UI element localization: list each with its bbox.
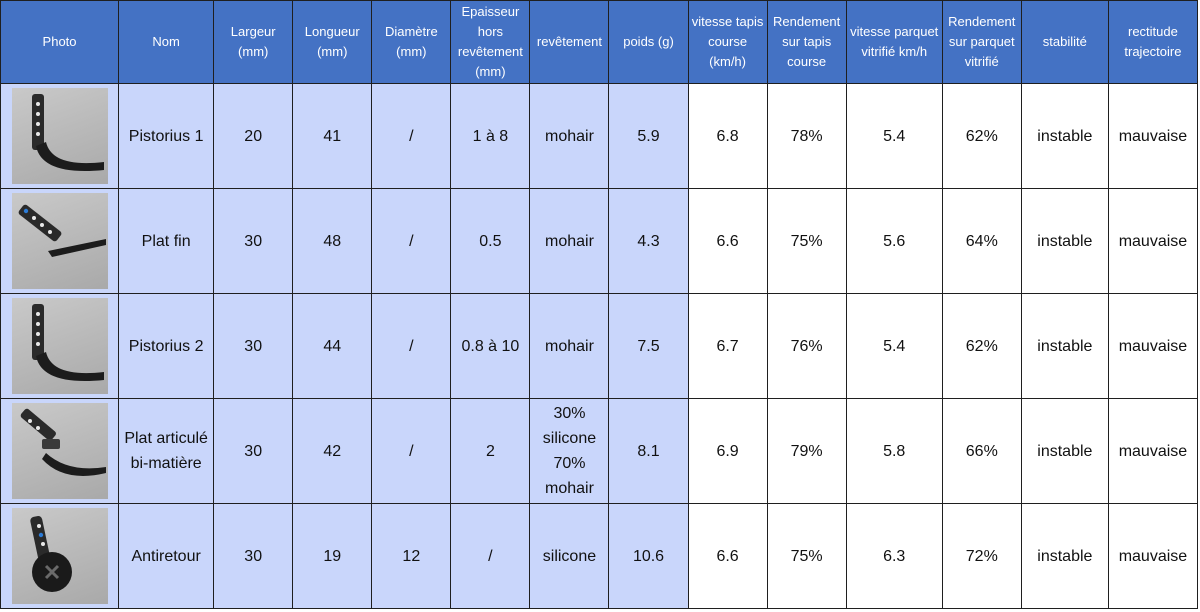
column-header-vitesse-parquet: vitesse parquet vitrifié km/h <box>845 0 943 84</box>
cell-revetement: mohair <box>529 293 610 399</box>
cell-poids: 10.6 <box>608 503 689 609</box>
cell-longueur: 44 <box>292 293 373 399</box>
cell-rectitude: mauvaise <box>1107 503 1199 609</box>
cell-rectitude: mauvaise <box>1107 188 1199 294</box>
articulated-blade-photo-icon <box>11 403 108 499</box>
flat-blade-photo-icon <box>11 193 108 289</box>
cell-rendement-tapis: 79% <box>766 398 847 504</box>
cell-longueur: 48 <box>292 188 373 294</box>
cell-stabilite: instable <box>1020 188 1109 294</box>
cell-vitesse-parquet: 6.3 <box>845 503 943 609</box>
cell-epaisseur: 2 <box>450 398 531 504</box>
cell-longueur: 42 <box>292 398 373 504</box>
cell-rendement-parquet: 66% <box>941 398 1022 504</box>
cell-revetement: mohair <box>529 83 610 189</box>
column-header-rendement-tapis: Rendement sur tapis course <box>766 0 847 84</box>
cell-poids: 7.5 <box>608 293 689 399</box>
cell-revetement: silicone <box>529 503 610 609</box>
column-header-stabilite: stabilité <box>1020 0 1109 84</box>
cell-epaisseur: / <box>450 503 531 609</box>
cell-revetement: mohair <box>529 188 610 294</box>
cell-rendement-parquet: 64% <box>941 188 1022 294</box>
cell-diametre: / <box>371 188 452 294</box>
cell-vitesse-parquet: 5.6 <box>845 188 943 294</box>
cell-nom: Pistorius 1 <box>118 83 215 189</box>
cell-rendement-tapis: 75% <box>766 188 847 294</box>
cell-largeur: 30 <box>213 398 294 504</box>
cell-rendement-tapis: 78% <box>766 83 847 189</box>
column-header-revetement: revêtement <box>529 0 610 84</box>
cell-revetement: 30% silicone 70% mohair <box>529 398 610 504</box>
cell-epaisseur: 1 à 8 <box>450 83 531 189</box>
cell-stabilite: instable <box>1020 398 1109 504</box>
cell-diametre: / <box>371 398 452 504</box>
cell-photo <box>0 398 120 504</box>
cell-diametre: / <box>371 293 452 399</box>
cell-rendement-parquet: 72% <box>941 503 1022 609</box>
column-header-vitesse-tapis: vitesse tapis course (km/h) <box>687 0 768 84</box>
cell-longueur: 19 <box>292 503 373 609</box>
cell-vitesse-tapis: 6.6 <box>687 188 768 294</box>
cell-diametre: / <box>371 83 452 189</box>
cell-poids: 5.9 <box>608 83 689 189</box>
cell-photo <box>0 293 120 399</box>
cell-nom: Plat articulé bi-matière <box>118 398 215 504</box>
curved-blade-photo-icon <box>11 88 108 184</box>
table-row: Pistorius 1 20 41/1 à 8 mohair 5.9 6.8 78% 5.4 6… <box>0 83 1199 189</box>
cell-stabilite: instable <box>1020 83 1109 189</box>
cell-vitesse-tapis: 6.9 <box>687 398 768 504</box>
table-row: Antiretour 30 19 12/silicone 10.6 6.6 75% 6.3 72… <box>0 503 1199 609</box>
column-header-nom: Nom <box>118 0 215 84</box>
column-header-longueur: Longueur (mm) <box>292 0 373 84</box>
anti-return-wheel-photo-icon <box>11 508 108 604</box>
cell-rendement-parquet: 62% <box>941 83 1022 189</box>
cell-diametre: 12 <box>371 503 452 609</box>
column-header-rendement-parquet: Rendement sur parquet vitrifié <box>941 0 1022 84</box>
cell-largeur: 20 <box>213 83 294 189</box>
cell-vitesse-tapis: 6.7 <box>687 293 768 399</box>
cell-largeur: 30 <box>213 293 294 399</box>
cell-stabilite: instable <box>1020 293 1109 399</box>
cell-longueur: 41 <box>292 83 373 189</box>
cell-vitesse-tapis: 6.8 <box>687 83 768 189</box>
cell-poids: 4.3 <box>608 188 689 294</box>
column-header-epaisseur: Epaisseur hors revêtement (mm) <box>450 0 531 84</box>
cell-epaisseur: 0.8 à 10 <box>450 293 531 399</box>
cell-rendement-parquet: 62% <box>941 293 1022 399</box>
cell-nom: Pistorius 2 <box>118 293 215 399</box>
column-header-poids: poids (g) <box>608 0 689 84</box>
cell-rectitude: mauvaise <box>1107 293 1199 399</box>
table-row: Plat fin 30 48/0.5 mohair 4.3 6.6 75% 5.6 64% ins… <box>0 188 1199 294</box>
cell-largeur: 30 <box>213 188 294 294</box>
cell-largeur: 30 <box>213 503 294 609</box>
cell-vitesse-tapis: 6.6 <box>687 503 768 609</box>
cell-nom: Antiretour <box>118 503 215 609</box>
cell-vitesse-parquet: 5.4 <box>845 83 943 189</box>
column-header-photo: Photo <box>0 0 120 84</box>
cell-vitesse-parquet: 5.8 <box>845 398 943 504</box>
cell-photo <box>0 83 120 189</box>
curved-blade-photo-icon <box>11 298 108 394</box>
cell-rectitude: mauvaise <box>1107 398 1199 504</box>
table-row: Pistorius 2 30 44/0.8 à 10 mohair 7.5 6.7 76% 5… <box>0 293 1199 399</box>
cell-photo <box>0 188 120 294</box>
column-header-largeur: Largeur (mm) <box>213 0 294 84</box>
cell-vitesse-parquet: 5.4 <box>845 293 943 399</box>
cell-photo <box>0 503 120 609</box>
cell-poids: 8.1 <box>608 398 689 504</box>
table-row: Plat articulé bi-matière 30 42/2 30% silico… <box>0 398 1199 504</box>
cell-nom: Plat fin <box>118 188 215 294</box>
cell-rendement-tapis: 75% <box>766 503 847 609</box>
cell-stabilite: instable <box>1020 503 1109 609</box>
header-row: Photo Nom Largeur (mm) Longueur (mm) Dia… <box>0 0 1199 84</box>
cell-rectitude: mauvaise <box>1107 83 1199 189</box>
column-header-diametre: Diamètre (mm) <box>371 0 452 84</box>
column-header-rectitude: rectitude trajectoire <box>1107 0 1199 84</box>
cell-epaisseur: 0.5 <box>450 188 531 294</box>
cell-rendement-tapis: 76% <box>766 293 847 399</box>
